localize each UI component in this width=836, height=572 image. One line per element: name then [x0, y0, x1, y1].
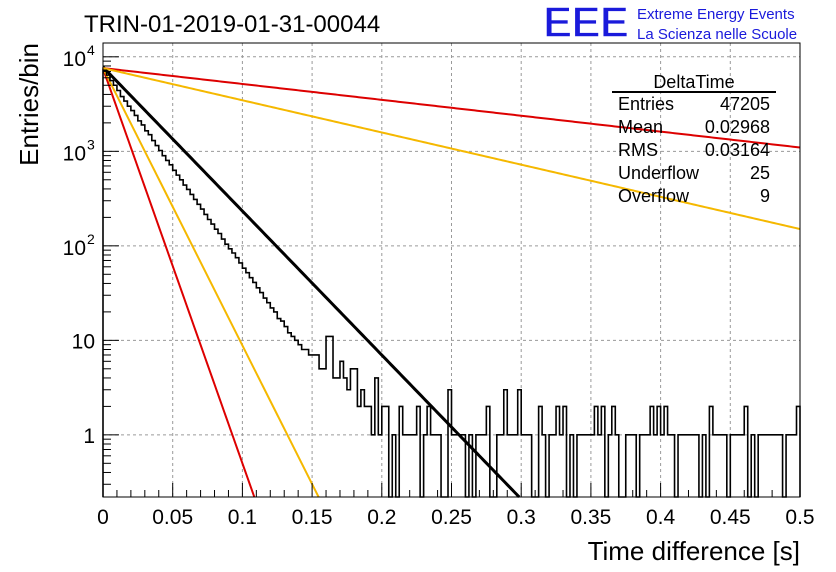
- x-tick-label: 0.3: [507, 506, 536, 529]
- fit-curve-3: [102, 67, 801, 149]
- stats-value-overflow: 9: [760, 186, 770, 206]
- stats-box: DeltaTime Entries 47205 Mean 0.02968 RMS…: [612, 72, 776, 206]
- y-tick-label: 10: [63, 48, 86, 71]
- x-axis: 0 0.05 0.1 0.15 0.2 0.25 0.3 0.35 0.4 0.45 0.5: [97, 483, 815, 529]
- fit-curve-2: [102, 67, 320, 498]
- x-tick-label: 0.05: [152, 506, 193, 529]
- x-tick-label: 0.25: [431, 506, 472, 529]
- x-tick-label: 0.4: [646, 506, 676, 529]
- stats-value-mean: 0.02968: [705, 117, 770, 137]
- fit-curves: [101, 65, 801, 499]
- y-tick-label: 10: [63, 237, 86, 260]
- stats-label-underflow: Underflow: [618, 163, 700, 183]
- stats-label-overflow: Overflow: [618, 186, 690, 206]
- x-tick-label: 0.5: [785, 506, 814, 529]
- y-tick-label: 10: [63, 142, 86, 165]
- stats-label-entries: Entries: [618, 94, 674, 114]
- x-tick-label: 0.1: [228, 506, 257, 529]
- eee-logo-mark: EEE: [543, 0, 628, 47]
- eee-logo: EEE Extreme Energy Events La Scienza nel…: [542, 0, 797, 48]
- stats-label-rms: RMS: [618, 140, 658, 160]
- y-tick-exponent: 2: [87, 231, 95, 247]
- x-tick-label: 0.2: [367, 506, 396, 529]
- fit-curve-4: [102, 67, 801, 231]
- x-tick-label: 0.45: [710, 506, 751, 529]
- x-tick-label: 0.35: [570, 506, 611, 529]
- stats-title: DeltaTime: [653, 72, 734, 92]
- y-axis-label: Entries/bin: [14, 43, 44, 166]
- eee-logo-line2: La Scienza nelle Scuole: [637, 26, 797, 43]
- y-tick-label: 10: [72, 330, 95, 353]
- y-tick-exponent: 4: [87, 42, 95, 58]
- stats-label-mean: Mean: [618, 117, 663, 137]
- fit-curve-1: [102, 68, 256, 498]
- x-tick-label: 0.15: [292, 506, 333, 529]
- chart-title: TRIN-01-2019-01-31-00044: [84, 11, 380, 38]
- eee-logo-line1: Extreme Energy Events: [637, 6, 795, 23]
- fit-curve-0: [101, 65, 521, 499]
- x-tick-label: 0: [97, 506, 109, 529]
- stats-value-entries: 47205: [720, 94, 770, 114]
- x-axis-label: Time difference [s]: [588, 536, 800, 566]
- stats-value-rms: 0.03164: [705, 140, 770, 160]
- stats-value-underflow: 25: [750, 163, 770, 183]
- y-tick-exponent: 3: [87, 136, 95, 152]
- y-tick-label: 1: [83, 425, 95, 448]
